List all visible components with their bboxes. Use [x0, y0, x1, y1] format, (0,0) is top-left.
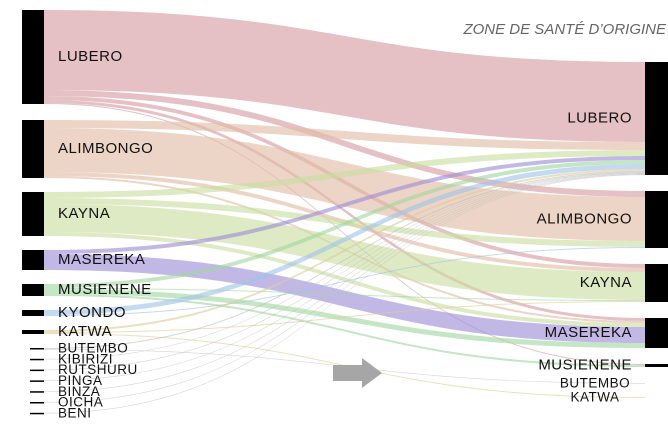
flow-link — [44, 160, 645, 288]
flow-link — [44, 301, 645, 333]
source-label: RUTSHURU — [58, 362, 138, 377]
flow-link — [44, 289, 645, 348]
target-node — [645, 318, 668, 348]
flow-link — [44, 288, 645, 301]
flow-link — [44, 171, 645, 349]
flow-link — [44, 164, 645, 315]
target-label: MUSIENENE — [538, 356, 632, 373]
flow-link — [44, 254, 645, 343]
source-label: OICHA — [58, 395, 103, 410]
target-node — [645, 264, 668, 302]
target-node — [645, 191, 668, 248]
target-node — [645, 383, 665, 385]
source-node — [22, 250, 44, 270]
target-label: BUTEMBO — [560, 376, 630, 391]
flow-link — [44, 120, 645, 150]
flow-link — [44, 247, 645, 316]
flow-link — [44, 90, 645, 197]
source-node — [22, 192, 44, 236]
target-node — [645, 62, 668, 175]
source-label: MASEREKA — [58, 251, 145, 268]
flow-link — [44, 174, 645, 403]
source-label: KATWA — [58, 323, 112, 340]
source-label: KIBIRIZI — [58, 351, 113, 366]
source-label: KAYNA — [58, 205, 110, 222]
flow-link — [44, 10, 645, 142]
source-label: LUBERO — [58, 48, 123, 65]
source-node — [30, 348, 44, 350]
source-node — [30, 391, 44, 393]
flow-link — [44, 100, 645, 321]
target-label: MASEREKA — [545, 324, 632, 341]
flow-link — [44, 173, 645, 392]
source-node — [22, 310, 44, 316]
source-label: PINGA — [58, 373, 103, 388]
arrow — [333, 358, 382, 388]
source-label: BENI — [58, 405, 92, 420]
source-node — [22, 330, 44, 334]
flow-link — [44, 204, 645, 300]
source-label: ALIMBONGO — [58, 140, 153, 157]
source-node — [30, 369, 44, 372]
chart-title: ZONE DE SANTÉ D’ORIGINE — [462, 21, 667, 38]
source-label: BINZA — [58, 384, 100, 399]
source-label: MUSIENENE — [58, 281, 152, 298]
target-label: LUBERO — [567, 109, 632, 126]
source-node — [30, 380, 44, 382]
flow-link — [44, 232, 645, 327]
flow-link — [44, 150, 645, 198]
source-node — [30, 402, 44, 404]
flow-link — [44, 174, 645, 414]
source-label: KYONDO — [58, 304, 126, 321]
source-node — [22, 284, 44, 296]
flow-link — [44, 294, 645, 367]
source-node — [30, 412, 44, 415]
flow-link — [44, 172, 645, 371]
flow-link — [44, 169, 645, 332]
flow-link — [44, 172, 645, 360]
target-label: KATWA — [571, 390, 620, 405]
target-node — [645, 397, 665, 399]
target-node — [645, 364, 668, 367]
flow-link — [44, 173, 645, 381]
source-node — [22, 120, 44, 178]
flow-link — [44, 128, 645, 241]
source-node — [22, 10, 44, 104]
target-label: KAYNA — [580, 274, 632, 291]
target-label: ALIMBONGO — [537, 210, 632, 227]
flow-link — [44, 156, 645, 254]
flow-link — [44, 103, 645, 365]
source-label: BUTEMBO — [58, 341, 128, 356]
source-node — [30, 358, 44, 361]
